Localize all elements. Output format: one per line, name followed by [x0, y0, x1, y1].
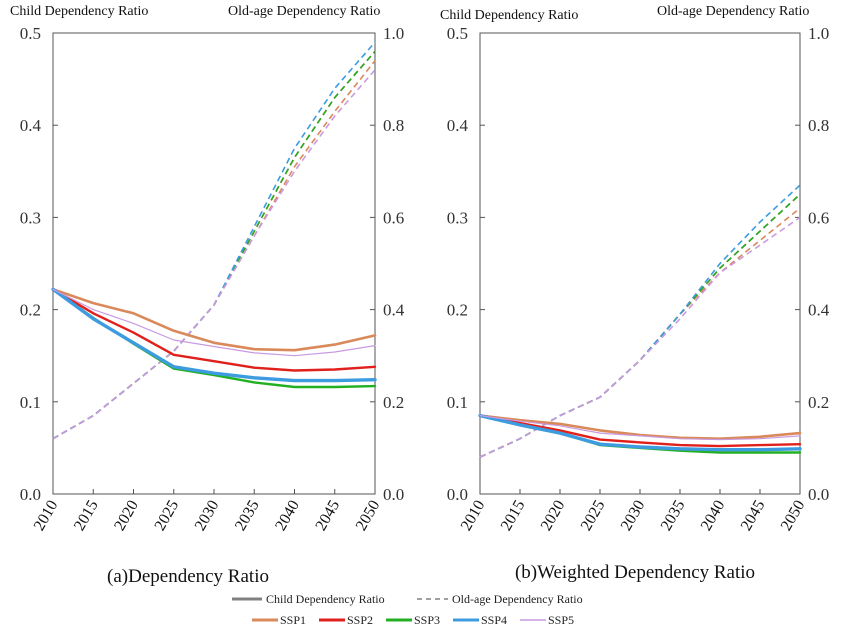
y-left-tick-label: 0.5 [20, 24, 41, 43]
old-age-line-ssp4 [479, 184, 801, 458]
x-tick-label: 2015 [498, 498, 529, 534]
legend-child-label: Child Dependency Ratio [266, 592, 385, 606]
legend-label-ssp5: SSP5 [548, 613, 574, 627]
y-right-tick-label: 0.8 [383, 116, 404, 135]
y-left-tick-label: 0.5 [447, 24, 468, 43]
y-right-axis-title: Old-age Dependency Ratio [228, 4, 380, 19]
panel-caption: (a)Dependency Ratio [107, 566, 269, 587]
y-right-tick-label: 0.2 [383, 393, 404, 412]
y-left-axis-title: Child Dependency Ratio [10, 4, 148, 19]
child-line-ssp1 [478, 414, 802, 441]
x-tick-label: 2020 [111, 498, 142, 534]
x-tick-label: 2040 [272, 498, 303, 534]
old-age-line-ssp3 [479, 193, 801, 458]
x-tick-label: 2015 [71, 498, 102, 534]
y-right-tick-label: 0.0 [808, 485, 829, 504]
y-left-tick-label: 0.3 [447, 208, 468, 227]
y-left-tick-label: 0.0 [20, 485, 41, 504]
old-age-line-ssp5 [52, 69, 376, 440]
y-left-tick-label: 0.2 [447, 301, 468, 320]
y-right-tick-label: 0.4 [808, 301, 830, 320]
y-left-tick-label: 0.1 [447, 393, 468, 412]
x-tick-label: 2035 [232, 498, 263, 534]
y-right-tick-label: 0.6 [808, 208, 829, 227]
y-right-tick-label: 0.8 [808, 116, 829, 135]
y-right-tick-label: 0.0 [383, 485, 404, 504]
y-left-axis-title: Child Dependency Ratio [440, 8, 578, 23]
y-right-tick-label: 0.6 [383, 208, 404, 227]
child-line-ssp5 [52, 288, 376, 357]
y-right-axis-title: Old-age Dependency Ratio [657, 4, 809, 19]
legend-label-ssp4: SSP4 [481, 613, 507, 627]
panel-caption: (b)Weighted Dependency Ratio [515, 562, 755, 583]
x-tick-label: 2045 [738, 498, 769, 534]
y-left-tick-label: 0.1 [20, 393, 41, 412]
old-age-line-ssp2 [479, 193, 801, 458]
x-tick-label: 2040 [698, 498, 729, 534]
x-tick-label: 2035 [658, 498, 689, 534]
panel-a-dependency-ratio: 0.00.10.20.30.40.50.00.20.40.60.81.02010… [10, 4, 405, 587]
old-age-line-ssp1 [479, 207, 801, 458]
child-line-ssp1 [51, 287, 377, 352]
x-tick-label: 2030 [618, 498, 649, 534]
y-left-tick-label: 0.4 [20, 116, 42, 135]
panel-b-weighted-dependency-ratio: 0.00.10.20.30.40.50.00.20.40.60.81.02010… [440, 4, 830, 583]
x-tick-label: 2025 [151, 498, 182, 534]
x-tick-label: 2025 [578, 498, 609, 534]
y-right-tick-label: 1.0 [808, 24, 829, 43]
legend-label-ssp2: SSP2 [347, 613, 373, 627]
x-tick-label: 2020 [538, 498, 569, 534]
legend-old-label: Old-age Dependency Ratio [452, 592, 583, 606]
x-tick-label: 2030 [192, 498, 223, 534]
y-right-tick-label: 0.2 [808, 393, 829, 412]
y-right-tick-label: 1.0 [383, 24, 404, 43]
child-line-ssp4 [51, 287, 377, 383]
child-line-ssp4 [478, 413, 802, 452]
child-line-ssp2 [51, 288, 377, 372]
child-line-ssp2 [478, 414, 802, 448]
y-right-tick-label: 0.4 [383, 301, 405, 320]
y-left-tick-label: 0.0 [447, 485, 468, 504]
y-left-tick-label: 0.4 [447, 116, 469, 135]
legend: Child Dependency Ratio Old-age Dependenc… [232, 592, 583, 627]
legend-label-ssp1: SSP1 [280, 613, 306, 627]
y-left-tick-label: 0.2 [20, 301, 41, 320]
legend-series: SSP1 SSP2 SSP3 SSP4 SSP5 [252, 613, 574, 627]
y-left-tick-label: 0.3 [20, 208, 41, 227]
x-tick-label: 2050 [778, 498, 809, 534]
x-tick-label: 2050 [353, 498, 384, 534]
x-tick-label: 2045 [312, 498, 343, 534]
child-line-ssp5 [479, 415, 801, 441]
legend-label-ssp3: SSP3 [414, 613, 440, 627]
plot-frame [52, 32, 376, 495]
